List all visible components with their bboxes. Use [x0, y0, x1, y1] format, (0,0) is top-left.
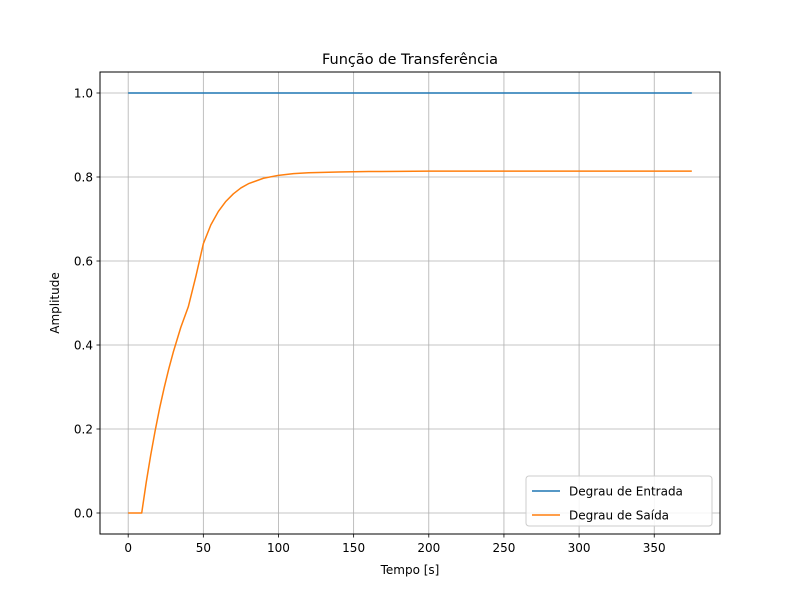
- legend-box: [525, 475, 713, 527]
- x-tick-label: 250: [492, 541, 515, 555]
- x-tick-label: 300: [568, 541, 591, 555]
- y-tick-label: 0.0: [74, 507, 93, 521]
- y-tick-label: 1.0: [74, 87, 93, 101]
- y-tick-label: 0.2: [74, 423, 93, 437]
- plot-frame: [99, 71, 721, 535]
- x-tick-label: 50: [196, 541, 211, 555]
- x-tick-label: 150: [342, 541, 365, 555]
- series-lines: [128, 92, 692, 514]
- y-axis-label: Amplitude: [48, 272, 62, 334]
- chart-title: Função de Transferência: [322, 52, 498, 68]
- x-tick-label: 200: [417, 541, 440, 555]
- x-tick-label: 350: [643, 541, 666, 555]
- x-tick-label: 0: [124, 541, 132, 555]
- y-tick-label: 0.6: [74, 255, 93, 269]
- legend-label-0: Degrau de Entrada: [569, 485, 683, 499]
- legend: Degrau de Entrada Degrau de Saída: [525, 475, 713, 527]
- y-tick-label: 0.4: [74, 339, 93, 353]
- x-tick-label: 100: [267, 541, 290, 555]
- series-line-1: [128, 170, 692, 514]
- legend-label-1: Degrau de Saída: [569, 509, 669, 523]
- x-axis-label: Tempo [s]: [380, 563, 440, 577]
- axis-ticks: 0 50 100 150 200 250 300 350 0.0 0.2 0.4 0.6 0.8 1.0: [74, 87, 666, 556]
- y-tick-label: 0.8: [74, 171, 93, 185]
- grid: [100, 72, 720, 534]
